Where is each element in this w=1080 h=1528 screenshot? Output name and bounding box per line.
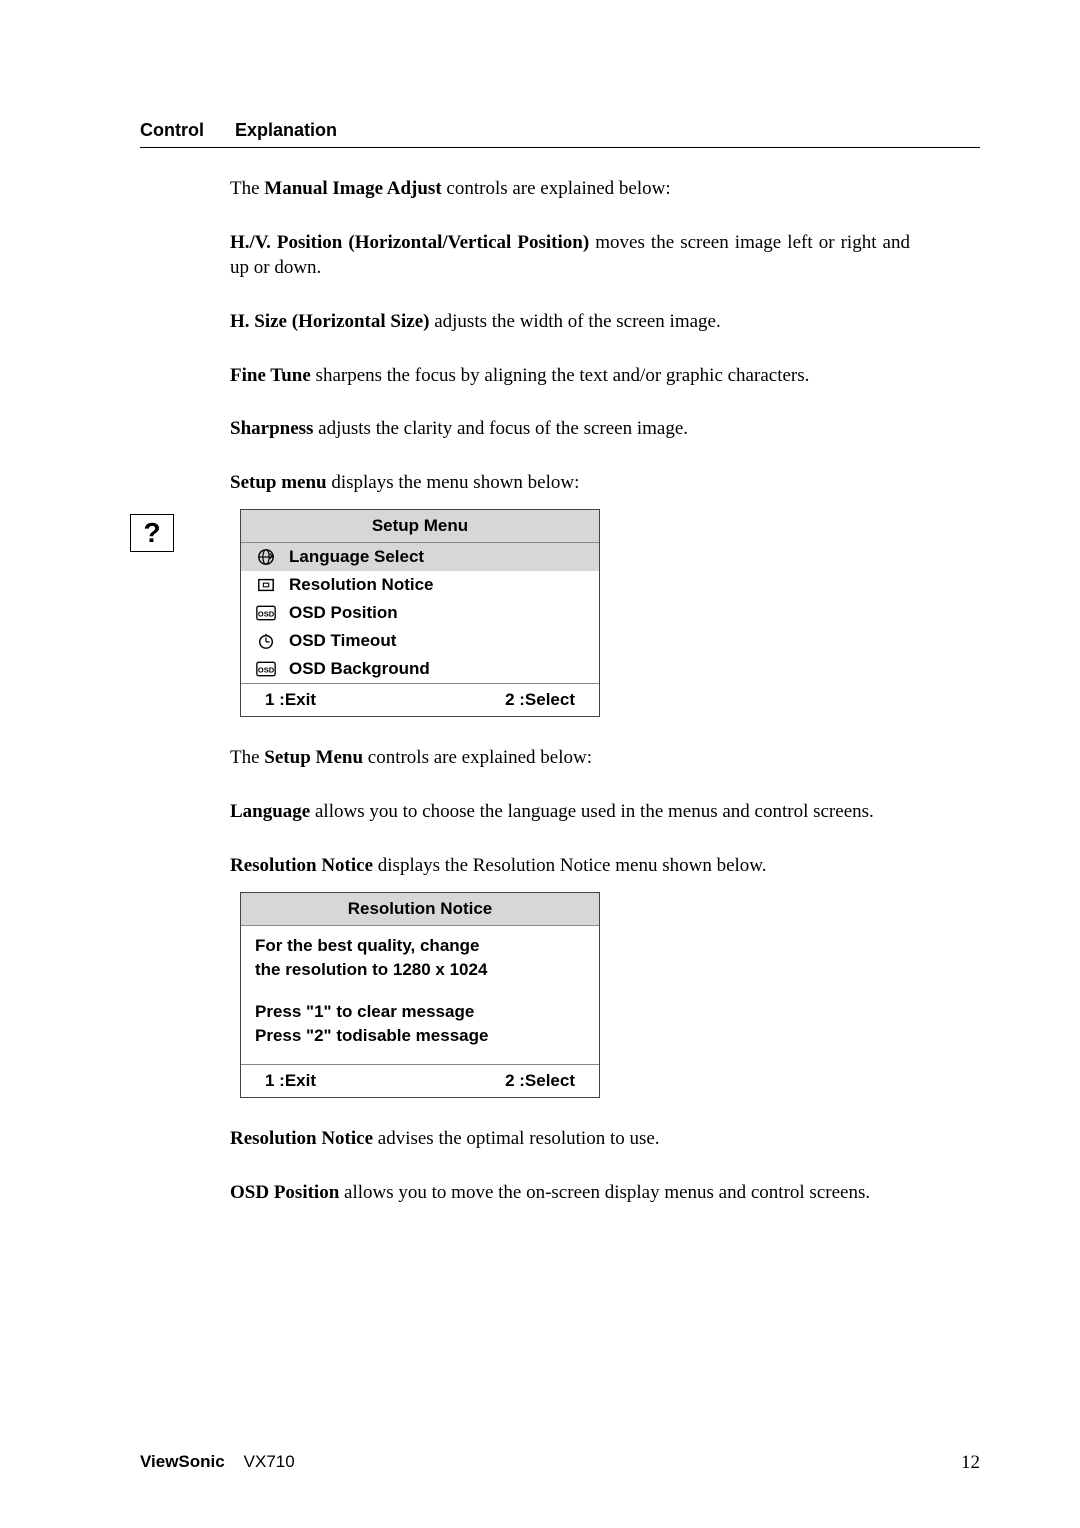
menu-row-language-select[interactable]: Language Select [241,543,599,571]
svg-text:OSD: OSD [258,666,275,675]
content-column: The Manual Image Adjust controls are exp… [230,176,910,1206]
resolution-notice-title: Resolution Notice [241,893,599,926]
para-resolution-notice-intro: Resolution Notice displays the Resolutio… [230,853,910,879]
page-number: 12 [961,1452,980,1474]
bold-text: Language [230,801,310,822]
menu-label: OSD Timeout [289,631,396,651]
bold-text: Setup menu [230,472,327,493]
osd-icon: OSD [255,660,277,678]
text: The [230,747,264,768]
menu-row-osd-timeout[interactable]: OSD Timeout [241,627,599,655]
menu-label: OSD Background [289,659,430,679]
text: adjusts the clarity and focus of the scr… [313,418,688,439]
res-line3: Press "1" to clear message [255,1002,585,1022]
bold-text: H./V. Position (Horizontal/Vertical Posi… [230,232,589,253]
para-sharpness: Sharpness adjusts the clarity and focus … [230,416,910,442]
menu-label: OSD Position [289,603,398,623]
setup-menu-box: Setup Menu Language Select Resolution No… [240,509,600,717]
bold-text: Resolution Notice [230,855,373,876]
brand: ViewSonic [140,1452,225,1471]
screen-icon [255,576,277,594]
bold-text: Manual Image Adjust [264,178,441,199]
bold-text: Setup Menu [264,747,363,768]
text: displays the Resolution Notice menu show… [373,855,767,876]
menu-label: Language Select [289,547,424,567]
bold-text: OSD Position [230,1182,339,1203]
res-line2: the resolution to 1280 x 1024 [255,960,585,980]
menu-label: Resolution Notice [289,575,434,595]
setup-menu-footer: 1 :Exit 2 :Select [241,683,599,716]
para-resolution-notice: Resolution Notice advises the optimal re… [230,1126,910,1152]
bold-text: Sharpness [230,418,313,439]
clock-icon [255,632,277,650]
spacer [255,984,585,998]
osd-icon: OSD [255,604,277,622]
text: sharpens the focus by aligning the text … [311,365,810,386]
footer-exit[interactable]: 1 :Exit [265,1071,316,1091]
bold-text: H. Size (Horizontal Size) [230,311,429,332]
menu-row-osd-position[interactable]: OSD OSD Position [241,599,599,627]
svg-text:OSD: OSD [258,610,275,619]
menu-row-osd-background[interactable]: OSD OSD Background [241,655,599,683]
text: controls are explained below: [442,178,671,199]
resolution-notice-body: For the best quality, change the resolut… [241,926,599,1064]
header-control: Control [140,120,230,141]
para-h-size: H. Size (Horizontal Size) adjusts the wi… [230,309,910,335]
text: controls are explained below: [363,747,592,768]
res-line4: Press "2" todisable message [255,1026,585,1046]
para-osd-position: OSD Position allows you to move the on-s… [230,1180,910,1206]
question-glyph: ? [143,517,160,549]
resolution-notice-box: Resolution Notice For the best quality, … [240,892,600,1098]
footer-exit[interactable]: 1 :Exit [265,690,316,710]
para-setup-controls: The Setup Menu controls are explained be… [230,745,910,771]
setup-menu-title: Setup Menu [241,510,599,543]
bold-text: Resolution Notice [230,1128,373,1149]
text: displays the menu shown below: [327,472,580,493]
footer-select[interactable]: 2 :Select [505,1071,575,1091]
res-line1: For the best quality, change [255,936,585,956]
question-icon: ? [130,514,174,552]
page-footer: ViewSonic VX710 12 [140,1452,980,1474]
bold-text: Fine Tune [230,365,311,386]
header-rule [140,147,980,148]
para-hv-position: H./V. Position (Horizontal/Vertical Posi… [230,230,910,281]
para-manual-image-adjust: The Manual Image Adjust controls are exp… [230,176,910,202]
text: allows you to choose the language used i… [310,801,874,822]
para-setup-menu: Setup menu displays the menu shown below… [230,470,910,496]
footer-left: ViewSonic VX710 [140,1452,295,1474]
globe-icon [255,548,277,566]
text: adjusts the width of the screen image. [429,311,720,332]
text: allows you to move the on-screen display… [339,1182,870,1203]
footer-select[interactable]: 2 :Select [505,690,575,710]
resolution-notice-footer: 1 :Exit 2 :Select [241,1064,599,1097]
text: The [230,178,264,199]
text: advises the optimal resolution to use. [373,1128,660,1149]
model: VX710 [244,1452,295,1471]
header-explanation: Explanation [235,120,337,140]
menu-row-resolution-notice[interactable]: Resolution Notice [241,571,599,599]
section-header: Control Explanation [140,120,980,141]
para-fine-tune: Fine Tune sharpens the focus by aligning… [230,363,910,389]
para-language: Language allows you to choose the langua… [230,799,910,825]
